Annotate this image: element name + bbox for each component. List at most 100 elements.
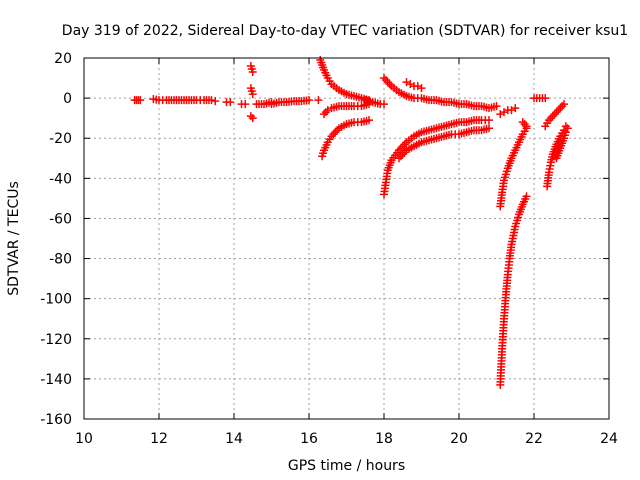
data-point bbox=[522, 192, 531, 201]
x-tick-label: 18 bbox=[375, 431, 393, 447]
series-arc-11 bbox=[130, 96, 145, 105]
x-axis-ticks: 10 12 14 16 18 20 22 24 bbox=[75, 58, 618, 447]
data-point bbox=[248, 68, 257, 77]
data-point bbox=[402, 78, 411, 87]
y-tick-label: -60 bbox=[49, 211, 72, 227]
series-arc-21.1-deep bbox=[496, 192, 531, 389]
data-point bbox=[406, 80, 415, 89]
data-point bbox=[556, 104, 565, 113]
x-tick-label: 10 bbox=[75, 431, 93, 447]
x-tick-label: 24 bbox=[600, 431, 618, 447]
data-point bbox=[550, 110, 559, 119]
data-point bbox=[398, 150, 407, 159]
data-point bbox=[548, 112, 557, 121]
data-point bbox=[554, 106, 563, 115]
series-arc-14.45-low bbox=[246, 112, 257, 123]
series-arc-21-top bbox=[496, 104, 520, 119]
data-point bbox=[546, 114, 555, 123]
data-point bbox=[396, 144, 405, 153]
data-point bbox=[563, 124, 572, 133]
data-point bbox=[207, 96, 216, 105]
series-arc-16.4-low bbox=[318, 116, 373, 161]
y-tick-label: -100 bbox=[40, 292, 72, 308]
data-point bbox=[380, 74, 388, 83]
y-tick-label: -20 bbox=[49, 131, 72, 147]
data-point bbox=[241, 100, 250, 109]
data-point bbox=[496, 110, 505, 119]
data-point bbox=[383, 78, 392, 87]
data-point bbox=[485, 124, 493, 133]
x-tick-label: 16 bbox=[300, 431, 318, 447]
y-tick-label: 20 bbox=[54, 51, 72, 67]
data-point bbox=[248, 90, 257, 99]
y-axis-label: SDTVAR / TECUs bbox=[6, 181, 22, 296]
data-point bbox=[507, 106, 516, 115]
data-point bbox=[541, 94, 550, 103]
series-arc-22.6-low bbox=[552, 124, 572, 163]
data-point bbox=[321, 108, 330, 117]
series-arc-17.5-18 bbox=[361, 96, 388, 109]
data-point bbox=[552, 108, 561, 117]
data-point bbox=[246, 112, 255, 121]
y-tick-label: -120 bbox=[40, 332, 72, 348]
chart-title: Day 319 of 2022, Sidereal Day-to-day VTE… bbox=[62, 23, 628, 39]
y-tick-label: 0 bbox=[63, 91, 72, 107]
series-arc-16.4-mid bbox=[320, 100, 373, 119]
data-point bbox=[485, 116, 493, 125]
data-point bbox=[380, 100, 388, 109]
x-tick-label: 22 bbox=[525, 431, 543, 447]
series-arc-14.2 bbox=[237, 100, 250, 109]
y-tick-label: -80 bbox=[49, 252, 72, 268]
data-point bbox=[500, 108, 508, 117]
data-point bbox=[305, 96, 313, 105]
data-point bbox=[320, 110, 328, 119]
plot-frame bbox=[83, 57, 610, 420]
series-arc-18-top bbox=[380, 74, 501, 113]
x-tick-label: 14 bbox=[225, 431, 243, 447]
series-arc-15-16 bbox=[267, 96, 313, 109]
series-arc-18-upper-curve bbox=[380, 116, 493, 199]
series-arc-12-13 bbox=[149, 95, 220, 106]
data-point bbox=[518, 118, 527, 127]
data-point bbox=[558, 102, 567, 111]
y-axis-ticks: 20 0 -20 -40 -60 -80 -100 -120 -140 -160 bbox=[40, 51, 609, 428]
grid bbox=[84, 58, 609, 419]
data-point bbox=[381, 76, 390, 85]
data-point bbox=[413, 82, 422, 91]
series-arc-18.6-19 bbox=[402, 78, 426, 93]
series-arc-22-top bbox=[530, 94, 550, 103]
data-point bbox=[248, 114, 257, 123]
series-arc-13.8 bbox=[222, 98, 235, 107]
series-arc-21.1-mid bbox=[496, 124, 531, 211]
data-point bbox=[520, 120, 529, 129]
series-arc-22.3-desc bbox=[541, 100, 568, 131]
data-point bbox=[561, 128, 570, 137]
series-arc-18.4-lower-curve bbox=[395, 124, 493, 163]
data-point bbox=[522, 122, 531, 131]
series-arc-22.35-low bbox=[543, 122, 570, 191]
y-tick-label: -160 bbox=[40, 412, 72, 428]
series-arc-14.45-mid bbox=[246, 84, 257, 99]
series-arc-21.7 bbox=[518, 118, 531, 131]
data-point bbox=[492, 102, 501, 111]
data-point bbox=[417, 84, 426, 93]
data-point bbox=[226, 98, 235, 107]
data-point bbox=[136, 96, 145, 105]
data-point bbox=[365, 116, 373, 125]
x-tick-label: 20 bbox=[450, 431, 468, 447]
x-axis-label: GPS time / hours bbox=[288, 458, 405, 474]
data-point bbox=[329, 130, 338, 139]
data-point bbox=[385, 80, 394, 89]
x-tick-label: 12 bbox=[150, 431, 168, 447]
data-points bbox=[130, 56, 572, 389]
data-point bbox=[511, 104, 520, 113]
series-arc-14.45-up bbox=[246, 62, 257, 77]
y-tick-label: -40 bbox=[49, 171, 72, 187]
data-point bbox=[211, 97, 220, 106]
series-arc-16.3 bbox=[314, 96, 323, 105]
data-point bbox=[314, 96, 323, 105]
series-arc-16.3-desc bbox=[316, 56, 373, 105]
data-point bbox=[331, 128, 340, 137]
y-tick-label: -140 bbox=[40, 372, 72, 388]
